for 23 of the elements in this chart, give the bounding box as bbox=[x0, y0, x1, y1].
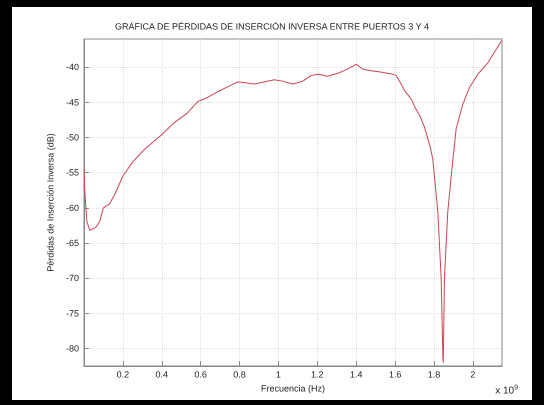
x-tick-label: 0.4 bbox=[156, 370, 168, 380]
y-tick-label: -55 bbox=[66, 168, 79, 178]
y-tick-label: -45 bbox=[66, 97, 79, 108]
x-tick-label: 1.2 bbox=[311, 370, 324, 380]
y-axis-title: Pérdidas de Inserción Inversa (dB) bbox=[46, 133, 56, 272]
line-series bbox=[84, 40, 502, 363]
x-axis-title: Frecuencia (Hz) bbox=[260, 383, 326, 394]
x-tick-label: 1.4 bbox=[350, 370, 362, 380]
y-tick-label: -40 bbox=[66, 62, 79, 72]
x-tick-label: 2 bbox=[470, 370, 476, 380]
y-tick-label: -65 bbox=[66, 238, 79, 248]
x-tick-label: 1.8 bbox=[428, 370, 440, 380]
x-tick-label: 0.6 bbox=[194, 370, 207, 380]
x-tick-label: 1.6 bbox=[388, 370, 402, 380]
x-tick-label: 0.2 bbox=[116, 370, 130, 380]
x-tick-label: 1 bbox=[276, 370, 281, 380]
y-tick-label: -50 bbox=[66, 132, 79, 142]
y-tick-label: -80 bbox=[66, 343, 79, 354]
y-tick-label: -60 bbox=[66, 202, 79, 213]
y-tick-label: -70 bbox=[66, 273, 79, 284]
x-tick-label: 0.8 bbox=[233, 370, 246, 380]
chart-title: GRÁFICA DE PÉRDIDAS DE INSERCIÓN INVERSA ENTRE PUERTOS 3 Y 4 bbox=[115, 22, 429, 32]
y-tick-label: -75 bbox=[66, 308, 79, 318]
